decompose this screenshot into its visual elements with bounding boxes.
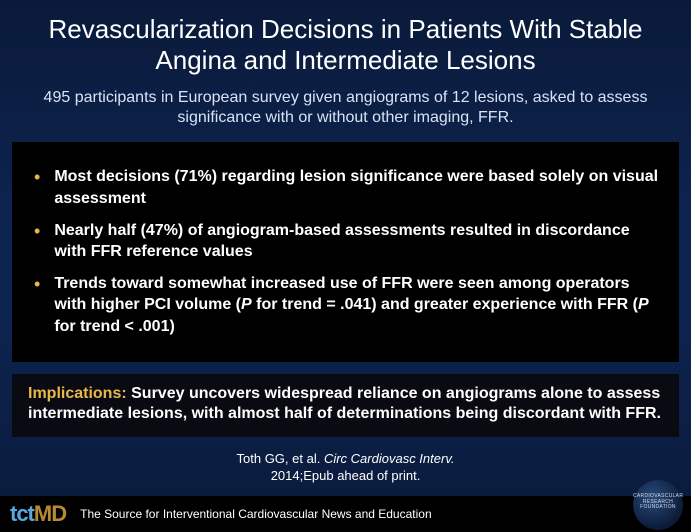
- bullet-item: • Most decisions (71%) regarding lesion …: [34, 166, 661, 209]
- logo-part-tct: tct: [10, 501, 34, 527]
- tctmd-logo: tctMD: [10, 501, 66, 527]
- bullet-icon: •: [34, 220, 40, 243]
- bullet-text: Trends toward somewhat increased use of …: [54, 273, 661, 338]
- implications-label: Implications:: [28, 385, 131, 402]
- crf-badge-text: CARDIOVASCULAR RESEARCH FOUNDATION: [633, 494, 683, 511]
- implications-text: Implications: Survey uncovers widespread…: [28, 385, 661, 423]
- footer-tagline: The Source for Interventional Cardiovasc…: [80, 507, 432, 521]
- bullet-item: • Nearly half (47%) of angiogram-based a…: [34, 220, 661, 263]
- slide-subtitle: 495 participants in European survey give…: [0, 84, 691, 142]
- bullet-text: Most decisions (71%) regarding lesion si…: [54, 166, 661, 209]
- footer-bar: tctMD The Source for Interventional Card…: [0, 496, 691, 532]
- bullet-item: • Trends toward somewhat increased use o…: [34, 273, 661, 338]
- bullets-box: • Most decisions (71%) regarding lesion …: [12, 142, 679, 361]
- slide-title: Revascularization Decisions in Patients …: [0, 0, 691, 84]
- bullet-text: Nearly half (47%) of angiogram-based ass…: [54, 220, 661, 263]
- implications-box: Implications: Survey uncovers widespread…: [12, 374, 679, 438]
- crf-badge-icon: CARDIOVASCULAR RESEARCH FOUNDATION: [633, 480, 683, 530]
- logo-part-md: MD: [34, 501, 66, 527]
- bullet-icon: •: [34, 273, 40, 296]
- citation: Toth GG, et al. Circ Cardiovasc Interv. …: [0, 451, 691, 485]
- slide: Revascularization Decisions in Patients …: [0, 0, 691, 532]
- bullet-icon: •: [34, 166, 40, 189]
